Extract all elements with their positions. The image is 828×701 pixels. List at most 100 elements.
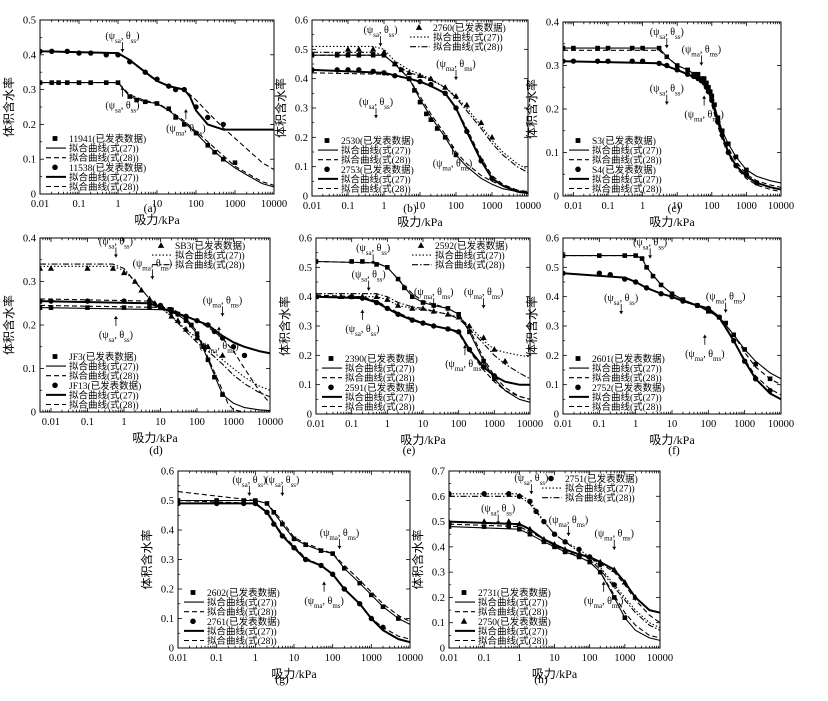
annotation-label: (ψsa, θss): [105, 101, 139, 115]
legend-entry-label: 拟合曲线(式(27)): [433, 32, 503, 44]
legend-entry-label: 拟合曲线(式(27)): [341, 145, 411, 157]
x-tick-label: 1: [253, 653, 258, 664]
series-line: [40, 82, 274, 186]
data-point: [434, 126, 440, 131]
y-tick-label: 0.5: [23, 16, 36, 27]
data-point: [481, 524, 487, 529]
annotation-label: (ψma, θms): [682, 44, 721, 58]
legend-entry-label: 拟合曲线(式(27)): [565, 483, 635, 495]
series-line: [563, 272, 781, 396]
data-point: [452, 92, 460, 99]
data-point: [349, 259, 354, 264]
series-line: [316, 260, 530, 400]
x-tick-label: 10000: [768, 201, 794, 212]
y-tick-label: 0.4: [161, 526, 175, 537]
y-axis-label: 体积含水率: [1, 77, 16, 137]
legend-entry-label: JF3(已发表数据): [69, 351, 137, 363]
legend-entry-label: 拟合曲线(式(28)): [433, 41, 503, 53]
data-point: [488, 134, 496, 140]
y-tick-label: 0.2: [432, 593, 445, 604]
legend-entry-label: 拟合曲线(式(27)): [69, 361, 139, 373]
legend-entry-label: 拟合曲线(式(27)): [592, 173, 662, 185]
x-tick-label: 10: [289, 653, 300, 664]
x-tick-label: 10: [418, 419, 429, 430]
annotation-arrowhead: [113, 254, 118, 258]
series-line: [563, 60, 781, 191]
y-tick-label: 0.6: [546, 234, 559, 245]
x-tick-label: 1: [517, 653, 522, 664]
panel-caption: (h): [534, 674, 548, 686]
x-tick-label: 10: [672, 201, 683, 212]
legend-entry-label: 拟合曲线(式(27)): [592, 363, 662, 375]
annotation-arrowhead: [648, 255, 653, 259]
annotation-label: (ψma, θms): [433, 159, 472, 173]
y-tick-label: 0: [31, 190, 36, 201]
legend-entry-label: 拟合曲线(式(28)): [207, 606, 277, 618]
legend-entry-label: 拟合曲线(式(27)): [69, 171, 139, 183]
x-axis-label: 吸力/kPa: [134, 213, 180, 227]
legend-entry-label: SB3(已发表数据): [175, 240, 245, 252]
annotation-label: (ψsa, θss): [265, 475, 299, 489]
x-tick-label: 10000: [397, 653, 423, 664]
y-tick-label: 0: [307, 410, 312, 421]
x-tick-label: 1: [115, 199, 120, 210]
x-tick-label: 0.1: [72, 199, 85, 210]
y-tick-label: 0.1: [161, 614, 174, 625]
annotation-label: (ψma, θms): [464, 287, 503, 301]
data-point: [402, 285, 407, 291]
x-tick-label: 0.01: [440, 653, 458, 664]
panel-caption: (f): [668, 445, 680, 457]
legend-marker: [461, 590, 467, 595]
y-tick-label: 0.2: [299, 351, 312, 362]
annotation-label: (ψsa, θss): [99, 237, 133, 251]
x-tick-label: 0.1: [210, 653, 223, 664]
y-tick-label: 0.6: [299, 234, 312, 245]
plot-area: [449, 491, 660, 641]
annotation-label: (ψma, θms): [414, 287, 453, 301]
plot-area: [312, 45, 528, 195]
y-tick-label: 0: [554, 410, 559, 421]
x-tick-label: 1000: [361, 653, 382, 664]
legend-entry-label: 拟合曲线(式(28)): [175, 259, 245, 271]
annotation-label: (ψma, θms): [436, 59, 475, 73]
annotation-label: (ψsa, θss): [481, 503, 515, 517]
data-point: [230, 344, 237, 350]
y-tick-label: 0: [554, 192, 559, 203]
legend-entry-label: 拟合曲线(式(27)): [341, 173, 411, 185]
data-point: [181, 122, 187, 127]
annotation-label: (ψsa, θss): [514, 473, 548, 487]
y-tick-label: 0.4: [295, 74, 309, 85]
annotation-label: (ψsa, θss): [105, 31, 139, 45]
legend-marker: [575, 166, 581, 173]
legend-marker: [324, 138, 330, 143]
y-tick-label: 0.6: [295, 16, 308, 27]
y-tick-label: 0.3: [546, 61, 559, 72]
annotation-arrowhead: [150, 276, 155, 280]
x-tick-label: 1000: [482, 201, 503, 212]
annotation-arrowhead: [723, 309, 728, 313]
data-point: [753, 361, 758, 367]
x-tick-label: 0.01: [169, 653, 187, 664]
legend-marker: [52, 382, 58, 389]
legend-entry-label: 拟合曲线(式(27)): [69, 143, 139, 155]
x-axis-label: 吸力/kPa: [649, 433, 695, 447]
annotation-arrowhead: [699, 62, 704, 66]
x-tick-label: 10: [155, 417, 166, 428]
legend-entry-label: 2750(已发表数据): [478, 616, 551, 628]
legend-entry-label: 2530(已发表数据): [341, 135, 414, 147]
x-axis-label: 吸力/kPa: [132, 431, 178, 445]
panel-caption: (g): [275, 674, 289, 686]
series-line: [316, 293, 530, 380]
annotation-arrowhead: [378, 43, 383, 47]
annotation-arrowhead: [496, 521, 501, 525]
legend-marker: [575, 138, 581, 143]
legend-entry-label: 拟合曲线(式(28)): [207, 635, 277, 647]
data-point: [424, 111, 429, 117]
x-tick-label: 100: [451, 419, 467, 430]
legend-marker: [324, 166, 330, 173]
legend-entry-label: 2761(已发表数据): [207, 616, 280, 628]
legend-entry-label: 2731(已发表数据): [478, 587, 551, 599]
series-line: [178, 491, 410, 622]
legend-entry-label: 11538(已发表数据): [69, 162, 146, 174]
